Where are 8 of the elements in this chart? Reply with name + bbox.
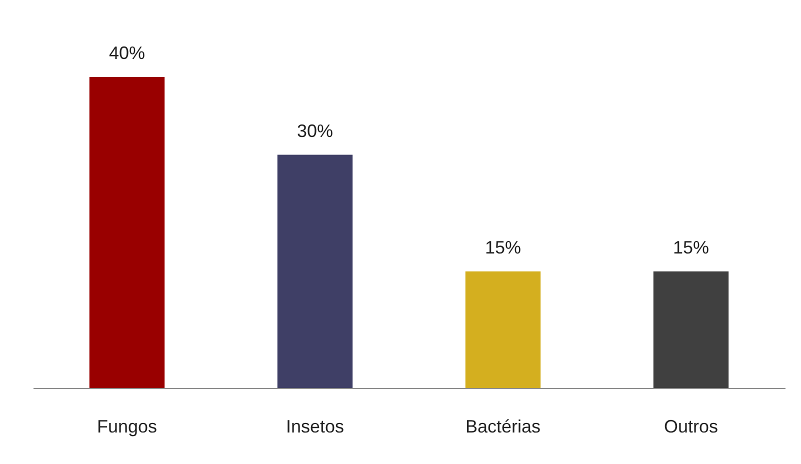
x-tick-label: Fungos: [96, 416, 158, 436]
data-label: 30%: [296, 120, 334, 141]
data-label: 15%: [484, 237, 522, 258]
x-tick-label: Insetos: [286, 416, 344, 436]
x-tick-label: Outros: [664, 416, 718, 436]
data-label: 15%: [672, 237, 710, 258]
x-tick-label: Bactérias: [465, 416, 541, 436]
data-label: 40%: [108, 43, 146, 63]
